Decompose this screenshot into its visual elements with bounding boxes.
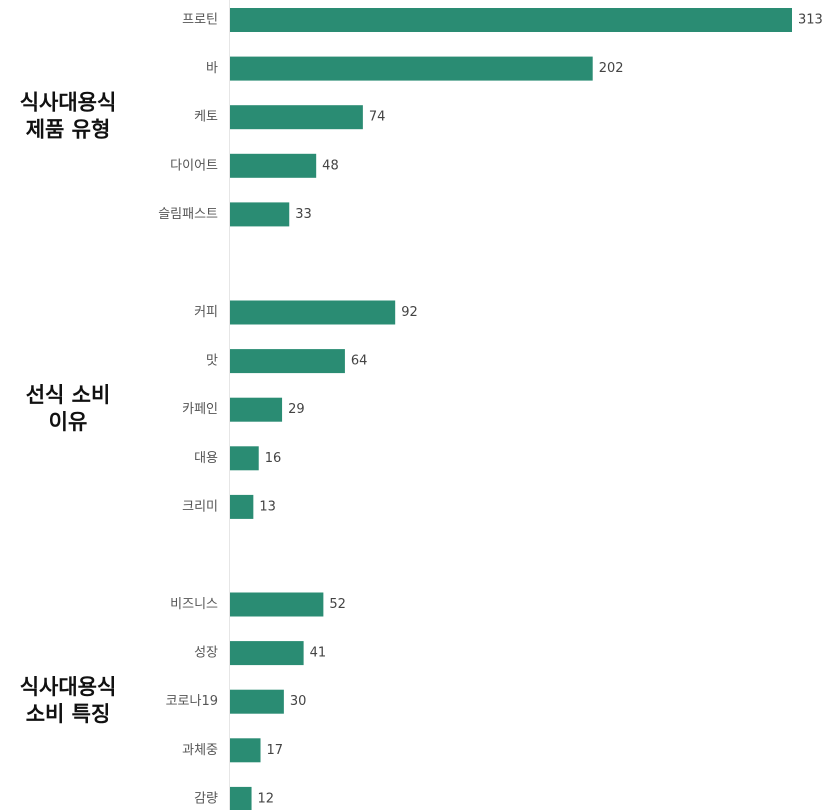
category-label: 케토	[194, 110, 218, 125]
category-label: 프로틴	[182, 13, 218, 28]
category-label: 커피	[194, 305, 218, 320]
group-title-line: 이유	[49, 410, 88, 434]
category-label: 슬림패스트	[158, 207, 218, 222]
category-label: 카페인	[182, 402, 218, 417]
value-label: 41	[310, 646, 327, 661]
bar	[230, 786, 252, 810]
category-label: 비즈니스	[170, 597, 218, 612]
category-label: 다이어트	[170, 158, 218, 173]
value-label: 29	[288, 402, 305, 417]
bar	[230, 202, 290, 227]
value-label: 74	[369, 110, 386, 125]
value-label: 52	[329, 597, 346, 612]
bar	[230, 153, 317, 178]
bar	[230, 300, 396, 325]
category-label: 바	[206, 61, 218, 76]
bar	[230, 592, 324, 617]
value-label: 17	[267, 743, 284, 758]
bar	[230, 349, 345, 374]
bar	[230, 689, 284, 714]
value-label: 92	[401, 305, 418, 320]
bar	[230, 8, 792, 32]
value-label: 64	[351, 354, 368, 369]
group-title-line: 선식 소비	[26, 383, 111, 407]
group-title-line: 식사대용식	[20, 675, 117, 699]
category-label: 크리미	[182, 499, 218, 514]
value-label: 30	[290, 694, 307, 709]
value-label: 12	[258, 791, 275, 806]
value-label: 13	[259, 499, 276, 514]
value-label: 33	[295, 207, 312, 222]
bar	[230, 738, 261, 763]
category-label: 맛	[206, 354, 218, 369]
category-label: 코로나19	[166, 694, 218, 709]
bar	[230, 105, 363, 130]
bar	[230, 56, 593, 81]
category-label: 과체중	[182, 743, 218, 758]
bar	[230, 494, 254, 519]
group-title-line: 소비 특징	[26, 702, 111, 726]
category-label: 감량	[194, 791, 218, 806]
value-label: 48	[322, 158, 339, 173]
value-label: 313	[798, 13, 823, 28]
bar	[230, 446, 259, 471]
bar	[230, 641, 304, 666]
value-label: 202	[599, 61, 624, 76]
group-title-line: 제품 유형	[26, 118, 111, 142]
value-label: 16	[265, 451, 282, 466]
category-label: 대용	[194, 451, 218, 466]
category-label: 성장	[194, 646, 218, 661]
bar	[230, 397, 283, 422]
group-title-line: 식사대용식	[20, 91, 117, 115]
